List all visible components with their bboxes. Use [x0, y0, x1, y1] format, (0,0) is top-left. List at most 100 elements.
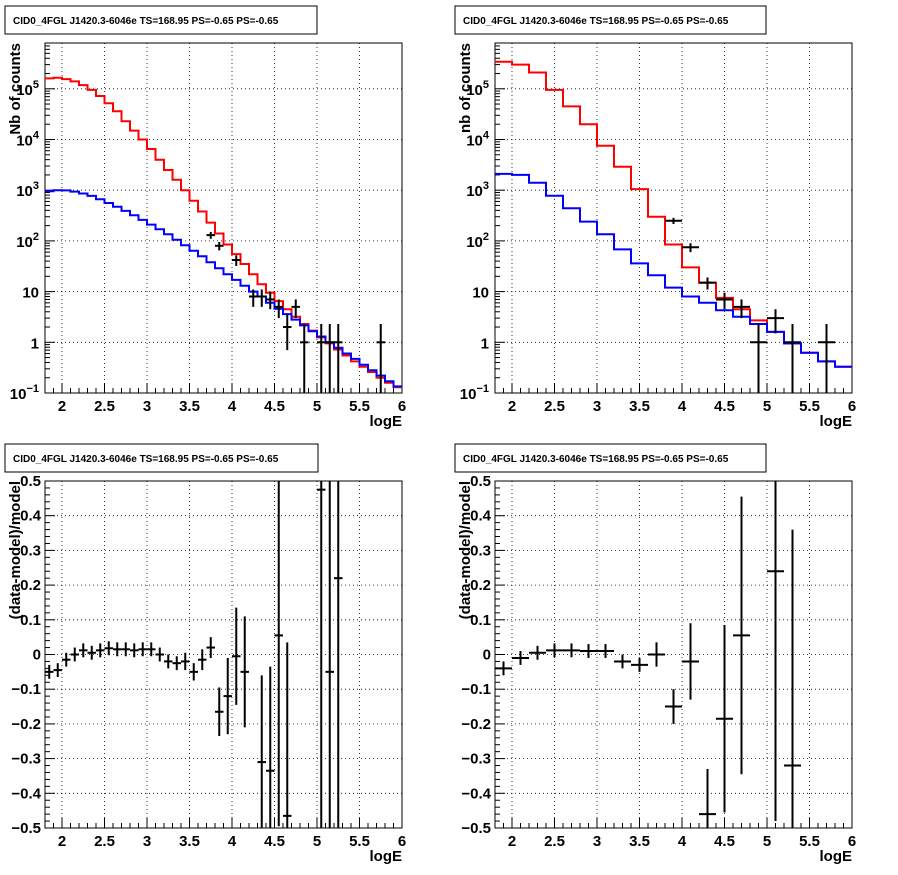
data-point: [631, 657, 648, 672]
data-point: [376, 323, 385, 393]
y-tick-label: 102: [466, 231, 489, 251]
data-point: [495, 661, 512, 676]
x-tick-label: 5: [763, 398, 771, 415]
histogram-series-model-component: [45, 189, 402, 388]
y-tick-label: −0.4: [11, 785, 41, 802]
x-tick-label: 4.5: [714, 833, 735, 850]
data-point: [300, 323, 309, 393]
y-tick-label: 10−1: [10, 383, 39, 403]
data-point: [614, 654, 631, 669]
x-tick-label: 3.5: [629, 833, 650, 850]
data-point: [512, 651, 529, 665]
y-tick-label: 10−1: [460, 383, 489, 403]
chart-title-box: [4, 5, 318, 35]
y-tick-label: 0.4: [20, 508, 42, 525]
y-tick-label: 0.4: [470, 508, 492, 525]
histogram-series-model-total: [45, 76, 402, 389]
y-tick-label: 0.2: [470, 577, 491, 594]
x-tick-label: 5.5: [799, 833, 820, 850]
y-tick-label: 105: [466, 79, 489, 99]
data-points: [45, 481, 343, 828]
data-point: [818, 323, 835, 393]
data-point: [266, 291, 275, 310]
data-point: [266, 666, 275, 828]
x-tick-label: 5.5: [799, 398, 820, 415]
data-point: [240, 616, 249, 728]
data-point: [291, 299, 300, 319]
x-tick-label: 3.5: [179, 833, 200, 850]
data-point: [198, 649, 207, 671]
x-tick-label: 3: [143, 398, 151, 415]
y-tick-label: 10: [22, 285, 39, 302]
y-tick-label: 0.1: [20, 612, 41, 629]
y-tick-label: 0.3: [470, 542, 491, 559]
data-point: [784, 323, 801, 393]
x-tick-label: 2.5: [94, 833, 115, 850]
data-point: [317, 481, 326, 828]
chart-title-box: [454, 5, 767, 35]
y-tick-label: −0.5: [461, 820, 491, 837]
data-point: [699, 769, 716, 828]
y-axis-ticks: [45, 42, 55, 394]
data-point: [181, 652, 190, 671]
data-point: [767, 481, 784, 822]
y-tick-label: 0: [33, 647, 41, 664]
x-tick-label: 6: [398, 398, 406, 415]
y-tick-label: 0: [483, 647, 491, 664]
data-point: [87, 645, 96, 660]
data-point: [767, 309, 784, 334]
chart-panel-4: CID0_4FGL J1420.3-6046e TS=168.95 PS=-0.…: [454, 443, 856, 865]
x-tick-label: 4: [678, 398, 687, 415]
y-tick-label: 10: [472, 285, 489, 302]
data-point: [164, 654, 173, 669]
y-tick-label: −0.1: [461, 681, 491, 698]
data-point: [121, 642, 130, 657]
y-tick-label: 104: [16, 129, 40, 149]
x-tick-label: 2.5: [544, 398, 565, 415]
data-point: [317, 323, 326, 393]
data-point: [53, 663, 62, 678]
x-tick-label: 6: [848, 833, 856, 850]
x-tick-label: 2.5: [544, 833, 565, 850]
y-tick-label: 104: [466, 129, 490, 149]
data-points: [495, 481, 801, 828]
y-tick-label: −0.2: [11, 716, 41, 733]
y-tick-label: 0.5: [470, 473, 491, 490]
data-point: [716, 292, 733, 310]
y-tick-label: 0.3: [20, 542, 41, 559]
y-axis-title: (data-model)/model: [7, 481, 24, 619]
x-tick-label: 2: [508, 398, 516, 415]
chart-title: CID0_4FGL J1420.3-6046e TS=168.95 PS=-0.…: [463, 16, 729, 27]
y-axis-ticks: [45, 480, 55, 829]
data-point: [283, 314, 292, 351]
x-tick-label: 3: [143, 833, 151, 850]
y-tick-label: −0.1: [11, 681, 41, 698]
data-point: [546, 643, 563, 658]
data-point: [682, 243, 699, 253]
y-tick-label: 103: [16, 180, 39, 200]
y-tick-label: 0.2: [20, 577, 41, 594]
histogram-series-model-total: [495, 60, 852, 368]
data-point: [665, 217, 682, 225]
y-tick-label: −0.3: [11, 751, 41, 768]
x-axis-title: logE: [820, 413, 853, 430]
data-point: [155, 647, 164, 662]
x-tick-label: 3: [593, 833, 601, 850]
y-tick-label: −0.2: [461, 716, 491, 733]
y-axis-title: nb of counts: [457, 43, 474, 133]
y-axis-title: Nb of counts: [7, 43, 24, 135]
x-axis-ticks: [494, 383, 853, 393]
data-point: [325, 323, 334, 393]
data-point: [215, 242, 224, 251]
chart-title: CID0_4FGL J1420.3-6046e TS=168.95 PS=-0.…: [13, 454, 279, 465]
x-tick-label: 4.5: [714, 398, 735, 415]
x-tick-label: 2: [58, 398, 66, 415]
data-point: [274, 299, 283, 319]
data-point: [189, 663, 198, 681]
data-point: [257, 289, 266, 307]
data-point: [206, 231, 215, 239]
chart-panel-1: CID0_4FGL J1420.3-6046e TS=168.95 PS=-0.…: [4, 5, 406, 430]
data-point: [563, 643, 580, 658]
data-point: [215, 687, 224, 737]
x-tick-label: 3: [593, 398, 601, 415]
